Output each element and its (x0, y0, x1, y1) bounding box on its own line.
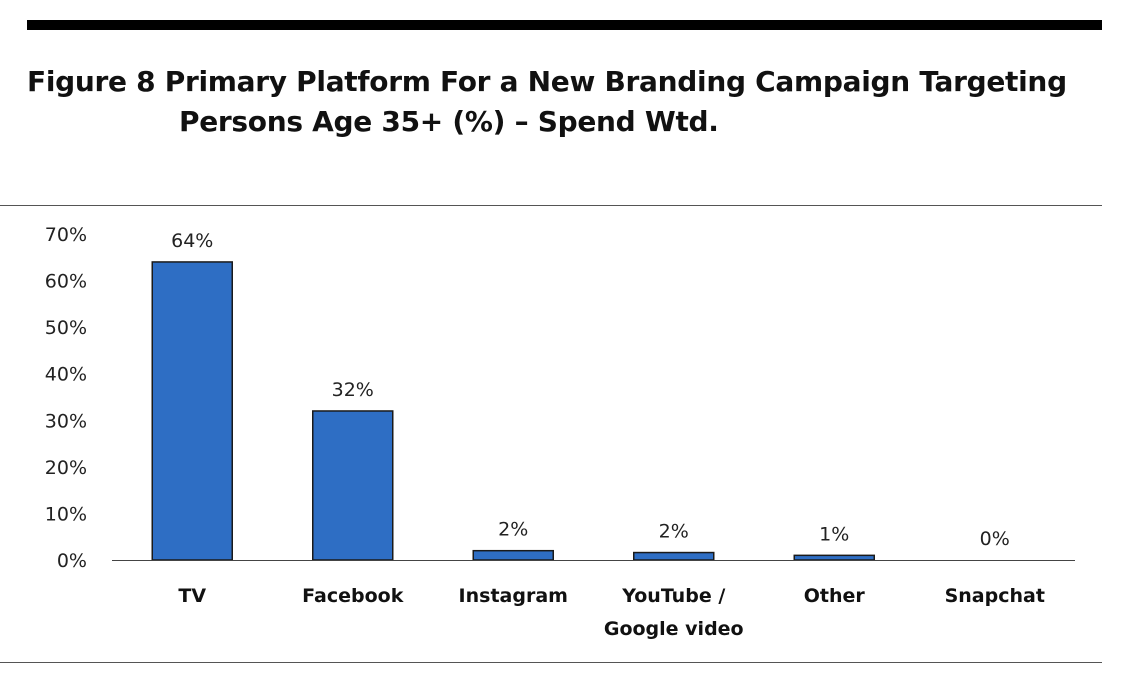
y-axis-tick-labels: 0% 10% 20% 30% 40% 50% 60% 70% (45, 224, 87, 572)
y-tick-label: 70% (45, 224, 87, 246)
data-label: 64% (171, 230, 213, 252)
y-tick-label: 0% (57, 550, 87, 572)
y-tick-label: 40% (45, 364, 87, 386)
title-line-1: Figure 8 Primary Platform For a New Bran… (27, 65, 1067, 98)
category-label: Facebook (302, 585, 404, 607)
bar (472, 549, 554, 561)
bars (151, 261, 875, 561)
data-label: 0% (980, 528, 1010, 550)
category-label: Other (804, 585, 866, 607)
bar (793, 554, 875, 561)
title-line-2: Persons Age 35+ (%) – Spend Wtd. (179, 105, 719, 138)
data-label: 1% (819, 523, 849, 545)
category-label: Snapchat (945, 585, 1045, 607)
bar (312, 410, 394, 561)
data-label: 32% (332, 379, 374, 401)
category-label: TV (178, 585, 206, 607)
bar (151, 261, 233, 561)
y-tick-label: 60% (45, 271, 87, 293)
bottom-rule (0, 662, 1102, 663)
data-label: 2% (659, 521, 689, 543)
top-rule (27, 20, 1102, 30)
category-label: Google video (604, 618, 744, 640)
category-label: YouTube / (621, 585, 725, 607)
y-tick-label: 10% (45, 503, 87, 525)
bar (633, 551, 715, 561)
y-tick-label: 30% (45, 410, 87, 432)
category-labels: TV Facebook Instagram YouTube / Google video… (178, 585, 1045, 640)
category-label: Instagram (459, 585, 568, 607)
data-labels: 64% 32% 2% 2% 1% 0% (171, 230, 1010, 550)
y-tick-label: 50% (45, 317, 87, 339)
chart-title: Figure 8 Primary Platform For a New Bran… (27, 62, 1107, 142)
y-tick-label: 20% (45, 457, 87, 479)
data-label: 2% (498, 519, 528, 541)
separator-rule (0, 205, 1102, 206)
